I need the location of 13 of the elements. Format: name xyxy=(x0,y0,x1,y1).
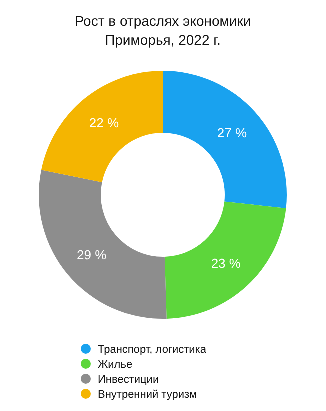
chart-title: Рост в отраслях экономики Приморья, 2022 г. xyxy=(74,13,252,48)
donut-slice xyxy=(163,71,287,208)
legend-label: Внутренний туризм xyxy=(98,388,198,401)
data-label: 23 % xyxy=(211,256,242,271)
legend-label: Транспорт, логистика xyxy=(98,344,208,356)
legend-label: Жилье xyxy=(98,358,133,371)
donut-slice xyxy=(42,71,163,183)
donut-slice xyxy=(164,202,286,319)
data-label: 29 % xyxy=(77,247,108,262)
legend-label: Инвестиции xyxy=(98,374,160,386)
donut-slice xyxy=(39,170,167,319)
data-label: 27 % xyxy=(217,125,248,140)
data-label: 22 % xyxy=(89,115,120,130)
